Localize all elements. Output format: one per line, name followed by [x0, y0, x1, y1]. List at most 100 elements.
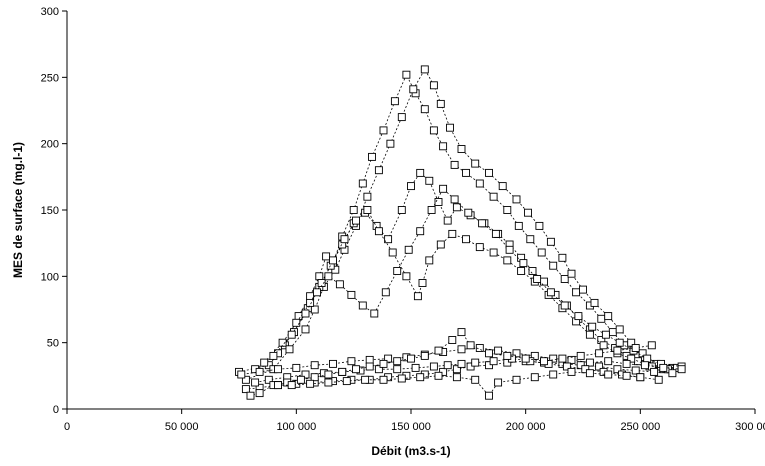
data-point [560, 301, 569, 310]
data-point [420, 65, 429, 74]
data-point [489, 357, 498, 366]
data-point [310, 305, 319, 314]
data-point [576, 351, 585, 360]
data-point [478, 219, 487, 228]
data-point [402, 272, 411, 281]
data-point [443, 216, 452, 225]
data-point [368, 152, 376, 161]
data-point [448, 336, 457, 344]
data-point [420, 105, 429, 114]
data-point [388, 248, 397, 257]
data-point [310, 373, 319, 382]
data-point [537, 248, 546, 257]
data-point [677, 365, 686, 374]
y-tick-label: 150 [41, 205, 59, 217]
data-point [434, 346, 443, 355]
data-point [285, 345, 294, 354]
series-9 [246, 328, 656, 400]
data-point [627, 354, 636, 363]
data-point [494, 346, 503, 355]
data-point [546, 288, 555, 297]
data-point [512, 349, 521, 358]
series-line [278, 371, 641, 397]
data-point [241, 385, 250, 394]
data-point [294, 312, 303, 321]
data-point [363, 206, 372, 214]
data-point [429, 362, 438, 371]
y-tick-label: 300 [41, 6, 59, 18]
data-point [549, 370, 558, 379]
data-point [379, 126, 388, 135]
data-point [436, 240, 445, 249]
data-point [310, 361, 319, 370]
y-ticks: 0 50 100 150 200 250 300 [41, 6, 67, 416]
data-point [650, 367, 659, 376]
data-point [306, 298, 315, 307]
data-point [335, 280, 344, 289]
data-point [255, 389, 264, 398]
data-point [416, 373, 425, 382]
x-tick-label: 50 000 [165, 421, 199, 433]
series-line [254, 172, 668, 370]
data-point [407, 182, 415, 191]
data-point [436, 99, 445, 108]
data-point [452, 373, 461, 382]
data-point [384, 354, 393, 363]
data-point [581, 365, 590, 374]
data-point [255, 367, 264, 376]
data-point [622, 359, 631, 368]
data-point [462, 235, 470, 244]
data-point [549, 354, 558, 363]
data-point [604, 370, 613, 379]
data-point [494, 378, 503, 387]
data-point [287, 381, 296, 390]
data-point [443, 361, 452, 370]
data-point [450, 195, 459, 204]
data-point [411, 363, 420, 372]
data-point [485, 391, 493, 400]
data-point [352, 365, 360, 374]
data-point [237, 370, 246, 379]
data-point [342, 377, 351, 386]
data-point [313, 288, 321, 297]
data-point [324, 378, 333, 387]
data-point [615, 338, 624, 347]
data-point [425, 256, 434, 265]
y-tick-label: 0 [53, 404, 59, 416]
data-point [287, 330, 296, 339]
data-point [638, 349, 647, 358]
data-point [464, 208, 473, 217]
data-point [306, 379, 315, 388]
data-point [466, 341, 475, 350]
data-point [615, 325, 624, 334]
data-point [301, 309, 310, 318]
data-point [425, 176, 434, 185]
data-point [631, 366, 640, 375]
data-point [296, 375, 305, 384]
data-point [390, 97, 399, 106]
data-point [274, 381, 282, 390]
data-point [631, 344, 640, 352]
data-point [489, 192, 498, 201]
data-point [585, 369, 594, 378]
data-point [533, 275, 542, 283]
data-point [659, 363, 668, 372]
data-point [530, 351, 539, 360]
data-point [503, 351, 512, 360]
data-point [503, 256, 512, 265]
data-point [462, 168, 470, 177]
data-point [365, 355, 374, 364]
data-point [379, 359, 388, 368]
data-point [512, 375, 521, 384]
data-point [558, 253, 567, 262]
data-point [384, 235, 393, 244]
data-point [340, 235, 349, 244]
data-point [269, 351, 278, 360]
data-point [519, 259, 528, 268]
data-point [448, 229, 457, 238]
data-point [329, 256, 337, 265]
data-point [643, 354, 652, 363]
data-point [567, 367, 576, 376]
data-point [452, 365, 461, 374]
